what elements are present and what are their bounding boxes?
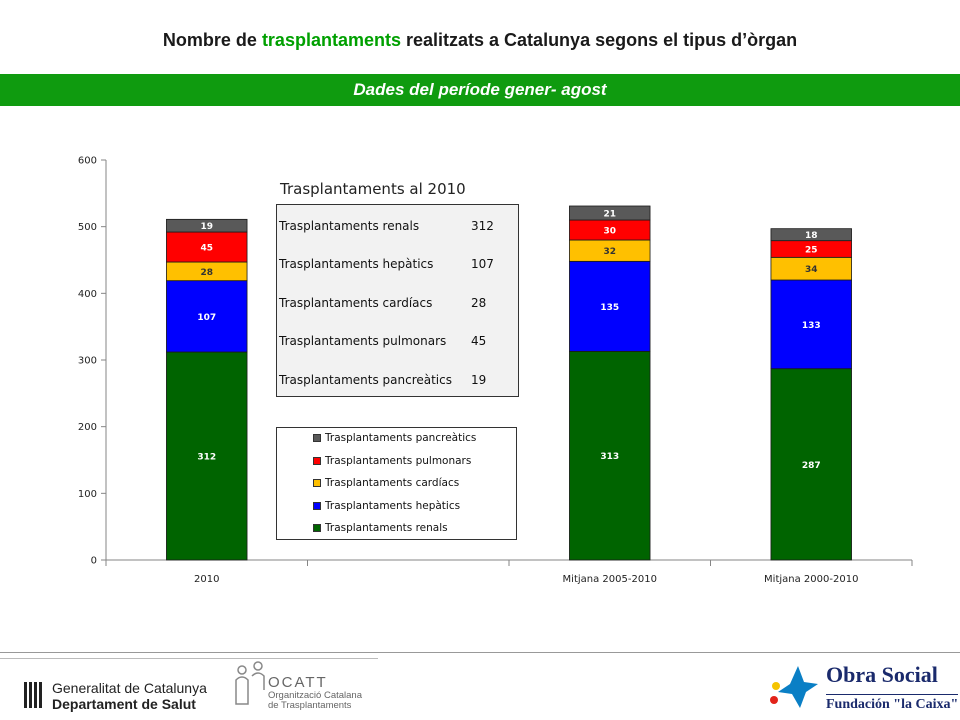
legend-item: Trasplantaments pancreàtics [313,431,476,445]
legend-item: Trasplantaments hepàtics [313,499,460,513]
data-label: 312 [197,453,216,463]
fundacion-name: Fundación "la Caixa" [826,694,959,713]
title-after: realitzats a Catalunya segons el tipus d… [406,30,798,50]
data-label: 45 [200,244,213,254]
x-tick-label: Mitjana 2005-2010 [563,574,657,585]
inset-row-label: Trasplantaments pancreàtics [279,373,452,387]
legend-item: Trasplantaments pulmonars [313,454,471,468]
inset-row-label: Trasplantaments cardíacs [279,296,433,310]
legend-swatch [313,524,321,532]
department-name: Departament de Salut [52,696,196,712]
data-label: 18 [805,231,818,241]
bar-segment [166,218,248,233]
legend-item: Trasplantaments cardíacs [313,476,459,490]
chart-legend: Trasplantaments pancreàtics Trasplantamen… [276,427,517,540]
data-label: 34 [805,265,818,275]
bar-segment [770,228,852,242]
bar-segment [770,368,852,561]
footer-divider [0,652,960,653]
legend-label: Trasplantaments renals [325,522,448,534]
inset-table: Trasplantaments renals 312 Trasplantamen… [276,204,519,397]
bar-segment [569,205,651,221]
x-tick-label: Mitjana 2000-2010 [764,574,858,585]
legend-label: Trasplantaments hepàtics [325,499,461,512]
data-label: 135 [600,303,619,313]
legend-label: Trasplantaments cardíacs [325,477,460,489]
obra-social-name: Obra Social [826,662,938,687]
generalitat-name: Generalitat de Catalunya [52,680,207,696]
y-tick-label: 200 [78,422,97,433]
legend-swatch [313,501,321,510]
data-label: 107 [197,313,216,323]
bar-segment [770,279,852,370]
inset-row-label: Trasplantaments pulmonars [279,334,447,348]
y-tick-label: 100 [78,489,97,500]
data-label: 25 [805,246,818,256]
inset-row-label: Trasplantaments renals [279,219,420,233]
legend-item: Trasplantaments renals [313,521,448,535]
y-tick-label: 500 [78,222,97,233]
ocatt-line1: Organització Catalana [268,690,362,701]
legend-swatch [313,479,321,487]
data-label: 313 [600,452,619,462]
bar-segment [569,350,651,561]
page-title: Nombre de trasplantaments realitzats a C… [0,30,960,51]
y-tick-label: 600 [78,156,97,167]
inset-row-value: 312 [471,219,494,233]
data-label: 287 [802,461,821,471]
ocatt-line2: de Trasplantaments [268,700,352,711]
ocatt-name: OCATT [268,674,328,691]
data-label: 28 [200,268,213,278]
data-label: 30 [603,227,616,237]
inset-title: Trasplantaments al 2010 [280,180,466,198]
title-accent: trasplantaments [261,30,401,50]
x-tick-label: 2010 [194,574,219,585]
ocatt-figures-icon [235,661,265,705]
title-before: Nombre de [162,30,257,50]
inset-row-value: 107 [471,257,494,271]
footer-divider-short [0,658,378,659]
y-tick-label: 0 [91,556,97,567]
period-banner-text: Dades del període gener- agost [353,80,607,99]
inset-row-value: 45 [471,334,487,348]
inset-row-value: 28 [471,296,487,310]
period-banner: Dades del període gener- agost [0,74,960,106]
bar-segment [166,351,248,561]
inset-row-value: 19 [471,373,487,387]
legend-swatch [313,434,321,442]
legend-label: Trasplantaments pancreàtics [325,432,477,444]
inset-row-label: Trasplantaments hepàtics [279,257,434,271]
data-label: 133 [802,321,821,331]
y-tick-label: 400 [78,289,97,300]
legend-label: Trasplantaments pulmonars [325,454,472,467]
ocatt-logo: OCATT Organització Catalana de Trasplant… [230,660,362,715]
data-label: 21 [603,210,616,220]
bar-segment [166,231,248,263]
bar-segment [166,280,248,353]
generalitat-emblem-icon [22,680,44,710]
legend-swatch [313,456,321,465]
la-caixa-star-icon [770,666,818,708]
data-label: 32 [603,247,616,257]
obra-social-logo: Obra Social Fundación "la Caixa" [826,662,959,713]
data-label: 19 [200,222,213,232]
y-tick-label: 300 [78,356,97,367]
